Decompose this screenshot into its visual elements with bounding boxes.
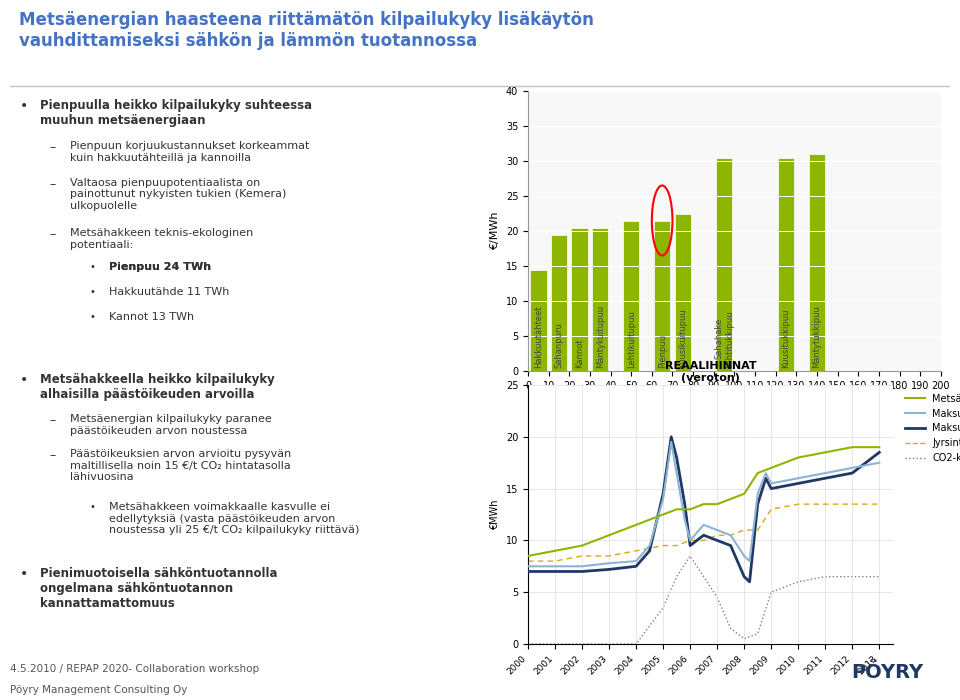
Text: Metsähakkeen voimakkaalle kasvulle ei
edellytyksiä (vasta päästöikeuden arvon
no: Metsähakkeen voimakkaalle kasvulle ei ed… xyxy=(109,502,360,536)
Text: Kannot 13 TWh: Kannot 13 TWh xyxy=(109,312,195,322)
Text: Mäntytukkipuu: Mäntytukkipuu xyxy=(812,304,822,368)
Y-axis label: €/MWh: €/MWh xyxy=(491,211,500,251)
Text: •: • xyxy=(89,312,95,322)
Text: –: – xyxy=(50,228,56,242)
X-axis label: TWh: TWh xyxy=(719,396,750,410)
Text: Kuusitukkipuu: Kuusitukkipuu xyxy=(781,308,790,368)
Text: Pienpuun korjuukustannukset korkeammat
kuin hakkuutähteillä ja kannoilla: Pienpuun korjuukustannukset korkeammat k… xyxy=(69,141,309,163)
Text: Metsähakkeella heikko kilpailukyky
alhaisilla päästöikeuden arvoilla: Metsähakkeella heikko kilpailukyky alhai… xyxy=(39,373,275,401)
Text: –: – xyxy=(50,178,56,191)
Text: Hakkuutähde 11 TWh: Hakkuutähde 11 TWh xyxy=(109,287,229,297)
Text: Lehtikuitupuu: Lehtikuitupuu xyxy=(627,309,636,368)
Title: REAALIHINNAT
(veroton): REAALIHINNAT (veroton) xyxy=(664,361,756,383)
Text: Sahanpuru: Sahanpuru xyxy=(555,321,564,368)
Text: Pienimuotoisella sähköntuotannolla
ongelmana sähköntuotannon
kannattamattomuus: Pienimuotoisella sähköntuotannolla ongel… xyxy=(39,567,277,610)
Text: Metsähakkeen teknis-ekologinen
potentiaali:: Metsähakkeen teknis-ekologinen potentiaa… xyxy=(69,228,252,250)
Bar xyxy=(654,220,670,371)
Bar xyxy=(623,220,639,371)
Text: •: • xyxy=(89,262,95,272)
Text: •: • xyxy=(19,373,28,387)
Text: 4.5.2010 / REPAP 2020- Collaboration workshop: 4.5.2010 / REPAP 2020- Collaboration wor… xyxy=(10,664,259,673)
Bar xyxy=(530,270,546,371)
Bar xyxy=(551,234,567,371)
Bar xyxy=(592,228,609,371)
Text: Metsäenergian haasteena riittämätön kilpailukyky lisäkäytön
vauhdittamiseksi säh: Metsäenergian haasteena riittämätön kilp… xyxy=(19,11,594,50)
Text: Hakkuutähteet: Hakkuutähteet xyxy=(534,305,542,368)
Text: •: • xyxy=(89,502,95,512)
Y-axis label: €MWh: €MWh xyxy=(491,499,500,530)
Text: –: – xyxy=(50,449,56,462)
Legend: Metsähake, Maksukyky ST, Maksukyky MH, Jyrsinturve, CO2-kustannus: Metsähake, Maksukyky ST, Maksukyky MH, J… xyxy=(901,390,960,467)
Text: Mäntykuitupuu: Mäntykuitupuu xyxy=(596,304,605,368)
Bar xyxy=(675,214,691,371)
Text: Pöyry Management Consulting Oy: Pöyry Management Consulting Oy xyxy=(10,685,187,694)
Text: Pienpuu 24 TWh: Pienpuu 24 TWh xyxy=(109,262,211,272)
Text: –: – xyxy=(50,141,56,155)
Text: •: • xyxy=(19,99,28,113)
Text: Pienpuu: Pienpuu xyxy=(658,333,666,368)
Text: Kannot: Kannot xyxy=(575,338,584,368)
Text: Pienpuulla heikko kilpailukyky suhteessa
muuhun metsäenergiaan: Pienpuulla heikko kilpailukyky suhteessa… xyxy=(39,99,312,127)
Text: Päästöikeuksien arvon arvioitu pysyvän
maltillisella noin 15 €/t CO₂ hintatasoll: Päästöikeuksien arvon arvioitu pysyvän m… xyxy=(69,449,291,482)
Text: PÖYRY: PÖYRY xyxy=(851,662,924,682)
Bar xyxy=(808,154,826,371)
Text: Metsäenergian kilpailukyky paranee
päästöikeuden arvon noustessa: Metsäenergian kilpailukyky paranee pääst… xyxy=(69,414,272,435)
Text: •: • xyxy=(89,287,95,297)
Text: –: – xyxy=(50,414,56,427)
Bar xyxy=(716,158,732,371)
Bar xyxy=(571,228,588,371)
Text: Kuusikuitupuu: Kuusikuitupuu xyxy=(679,308,687,368)
Text: Pienpuu 24 TWh: Pienpuu 24 TWh xyxy=(109,262,211,272)
Text: Sahahake
Lehtitukkipuu: Sahahake Lehtitukkipuu xyxy=(714,310,733,368)
Text: •: • xyxy=(19,567,28,581)
Bar xyxy=(778,158,794,371)
Text: Valtaosa pienpuupotentiaalista on
painottunut nykyisten tukien (Kemera)
ulkopuol: Valtaosa pienpuupotentiaalista on painot… xyxy=(69,178,286,211)
